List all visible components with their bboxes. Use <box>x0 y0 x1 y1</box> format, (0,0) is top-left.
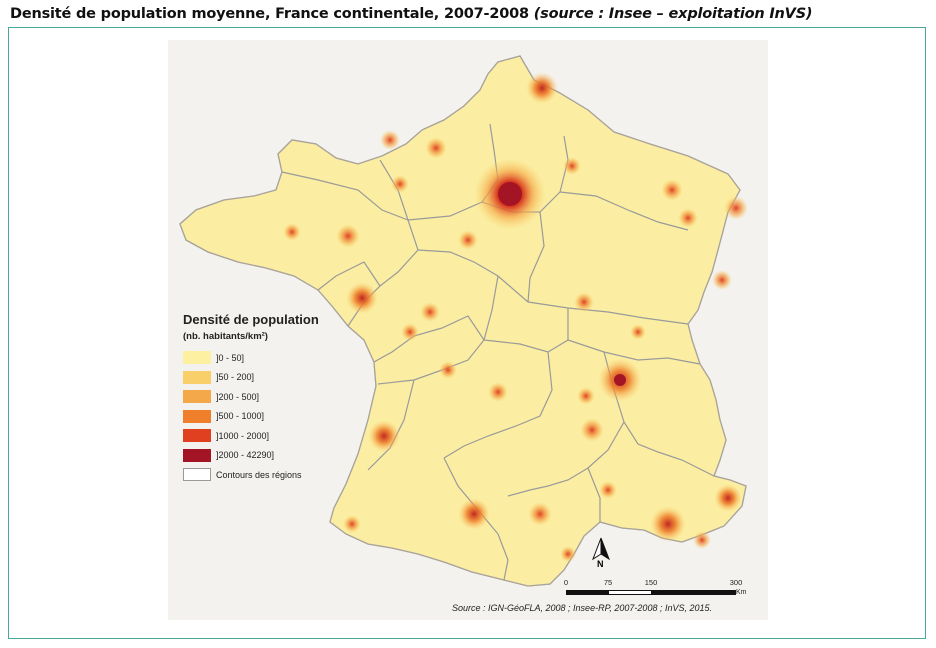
map-legend: Densité de population (nb. habitants/km²… <box>183 312 319 485</box>
scale-ticks: 0 75 150 300 <box>563 578 743 588</box>
legend-item: ]0 - 50] <box>183 348 319 368</box>
scale-tick: 0 <box>563 578 569 587</box>
hotspot-marseille <box>650 506 686 542</box>
hotspot-mulhouse <box>712 270 732 290</box>
hotspot-lyon-core <box>614 374 626 386</box>
hotspot-avignon <box>599 481 617 499</box>
legend-label: ]500 - 1000] <box>216 411 265 422</box>
hotspot-rouen <box>425 137 447 159</box>
legend-item: ]200 - 500] <box>183 387 319 407</box>
hotspot-rennes <box>336 224 360 248</box>
hotspot-strasbourg <box>724 196 748 220</box>
hotspot-limoges <box>439 361 457 379</box>
legend-label: ]1000 - 2000] <box>216 430 270 441</box>
legend-swatch <box>183 351 211 365</box>
hotspot-toulon <box>693 531 711 549</box>
hotspot-toulouse <box>458 498 490 530</box>
legend-label: Contours des régions <box>216 469 302 480</box>
hotspot-saint-etienne <box>577 387 595 405</box>
legend-item: ]500 - 1000] <box>183 407 319 427</box>
figure-title: Densité de population moyenne, France co… <box>10 6 813 22</box>
north-arrow: N <box>590 537 612 573</box>
hotspot-le-havre <box>380 130 400 150</box>
legend-swatch-outline <box>183 468 211 482</box>
legend-swatch <box>183 390 211 404</box>
france-map <box>179 55 748 587</box>
hotspot-lille <box>526 72 558 104</box>
hotspot-grenoble <box>580 418 604 442</box>
hotspot-nice <box>714 484 742 512</box>
scale-tick: 300 <box>729 578 743 587</box>
legend-title: Densité de population <box>183 312 319 327</box>
legend-unit: (nb. habitants/km²) <box>183 331 268 342</box>
hotspot-caen <box>391 175 409 193</box>
source-note: Source : IGN-GéoFLA, 2008 ; Insee-RP, 20… <box>452 603 712 613</box>
hotspot-brest <box>283 223 301 241</box>
north-arrow-icon <box>592 537 610 561</box>
figure-frame <box>8 27 926 639</box>
legend-item-regions: Contours des régions <box>183 465 319 485</box>
legend-item: ]50 - 200] <box>183 368 319 388</box>
legend-item: ]1000 - 2000] <box>183 426 319 446</box>
scale-unit: Km <box>736 589 747 596</box>
hotspot-perpignan <box>560 546 576 562</box>
legend-swatch <box>183 429 211 443</box>
hotspot-nantes <box>346 282 378 314</box>
scale-tick: 150 <box>644 578 658 587</box>
legend-swatch <box>183 409 211 423</box>
hotspot-dijon <box>574 292 594 312</box>
legend-swatch <box>183 370 211 384</box>
hotspot-bayonne <box>343 515 361 533</box>
north-label: N <box>597 559 604 569</box>
title-text: Densité de population moyenne, France co… <box>10 6 529 22</box>
scale-bar: 0 75 150 300 Km <box>563 578 747 606</box>
hotspot-paris-core <box>498 182 522 206</box>
hotspot-nancy <box>678 208 698 228</box>
hotspot-reims <box>563 157 581 175</box>
scale-bar-graphic <box>566 590 736 595</box>
legend-swatch <box>183 448 211 462</box>
legend-label: ]2000 - 42290] <box>216 450 275 461</box>
legend-label: ]50 - 200] <box>216 372 255 383</box>
legend-item: ]2000 - 42290] <box>183 446 319 466</box>
hotspot-clermont <box>488 382 508 402</box>
legend-label: ]0 - 50] <box>216 352 245 363</box>
hotspot-bordeaux <box>368 420 400 452</box>
hotspot-poitiers <box>401 323 419 341</box>
legend-label: ]200 - 500] <box>216 391 260 402</box>
hotspot-montpellier <box>528 502 552 526</box>
map-panel <box>168 40 768 620</box>
scale-tick: 75 <box>603 578 613 587</box>
title-source: (source : Insee – exploitation InVS) <box>533 6 813 22</box>
hotspot-orleans <box>458 230 478 250</box>
hotspot-besancon <box>630 324 646 340</box>
hotspot-tours <box>420 302 440 322</box>
hotspot-metz <box>661 179 683 201</box>
density-hotspots <box>283 72 748 562</box>
